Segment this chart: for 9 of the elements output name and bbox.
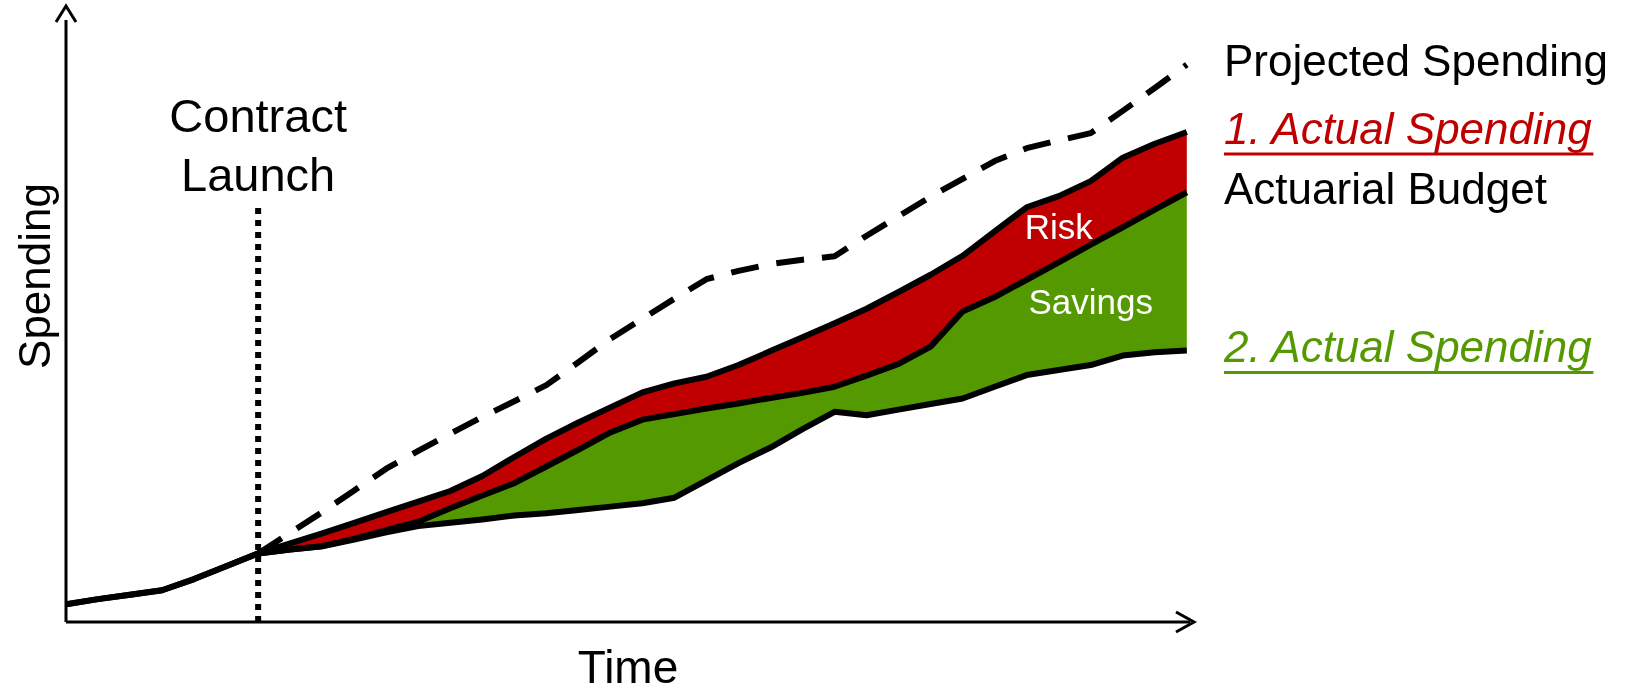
annotation: Risk [1024, 206, 1094, 246]
series-label: 1. Actual Spending [1224, 103, 1593, 153]
y-axis-title: Spending [9, 183, 59, 369]
annotation: Savings [1028, 282, 1153, 322]
annotation: Contract Launch [169, 88, 347, 201]
x-axis-title: Time [577, 641, 679, 687]
series-label: Projected Spending [1224, 36, 1609, 86]
series-label: 2. Actual Spending [1223, 322, 1593, 372]
series-label: Actuarial Budget [1224, 163, 1547, 213]
